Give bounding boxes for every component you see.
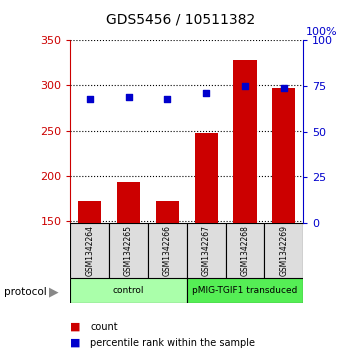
Point: [242, 83, 248, 89]
Text: 100%: 100%: [306, 27, 338, 37]
Bar: [272, 88, 295, 223]
Point: [87, 96, 93, 102]
Bar: [117, 182, 140, 223]
Bar: [70, 278, 187, 303]
Text: protocol: protocol: [4, 287, 46, 297]
Text: ■: ■: [70, 322, 81, 332]
Point: [281, 85, 287, 90]
Bar: [70, 223, 109, 278]
Bar: [148, 223, 187, 278]
Text: ▶: ▶: [49, 286, 58, 299]
Bar: [109, 223, 148, 278]
Text: GSM1342269: GSM1342269: [279, 225, 288, 276]
Point: [203, 90, 209, 96]
Point: [165, 96, 170, 102]
Bar: [234, 60, 257, 223]
Text: GSM1342268: GSM1342268: [240, 225, 249, 276]
Text: GSM1342267: GSM1342267: [202, 225, 211, 276]
Text: GDS5456 / 10511382: GDS5456 / 10511382: [106, 13, 255, 27]
Text: GSM1342265: GSM1342265: [124, 225, 133, 276]
Point: [126, 94, 131, 100]
Text: pMIG-TGIF1 transduced: pMIG-TGIF1 transduced: [192, 286, 298, 295]
Bar: [226, 223, 264, 278]
Bar: [78, 201, 101, 223]
Text: GSM1342264: GSM1342264: [85, 225, 94, 276]
Text: control: control: [113, 286, 144, 295]
Bar: [195, 133, 218, 223]
Text: count: count: [90, 322, 118, 332]
Bar: [156, 201, 179, 223]
Text: ■: ■: [70, 338, 81, 348]
Bar: [264, 223, 303, 278]
Text: percentile rank within the sample: percentile rank within the sample: [90, 338, 255, 348]
Text: GSM1342266: GSM1342266: [163, 225, 172, 276]
Bar: [187, 223, 226, 278]
Bar: [187, 278, 303, 303]
